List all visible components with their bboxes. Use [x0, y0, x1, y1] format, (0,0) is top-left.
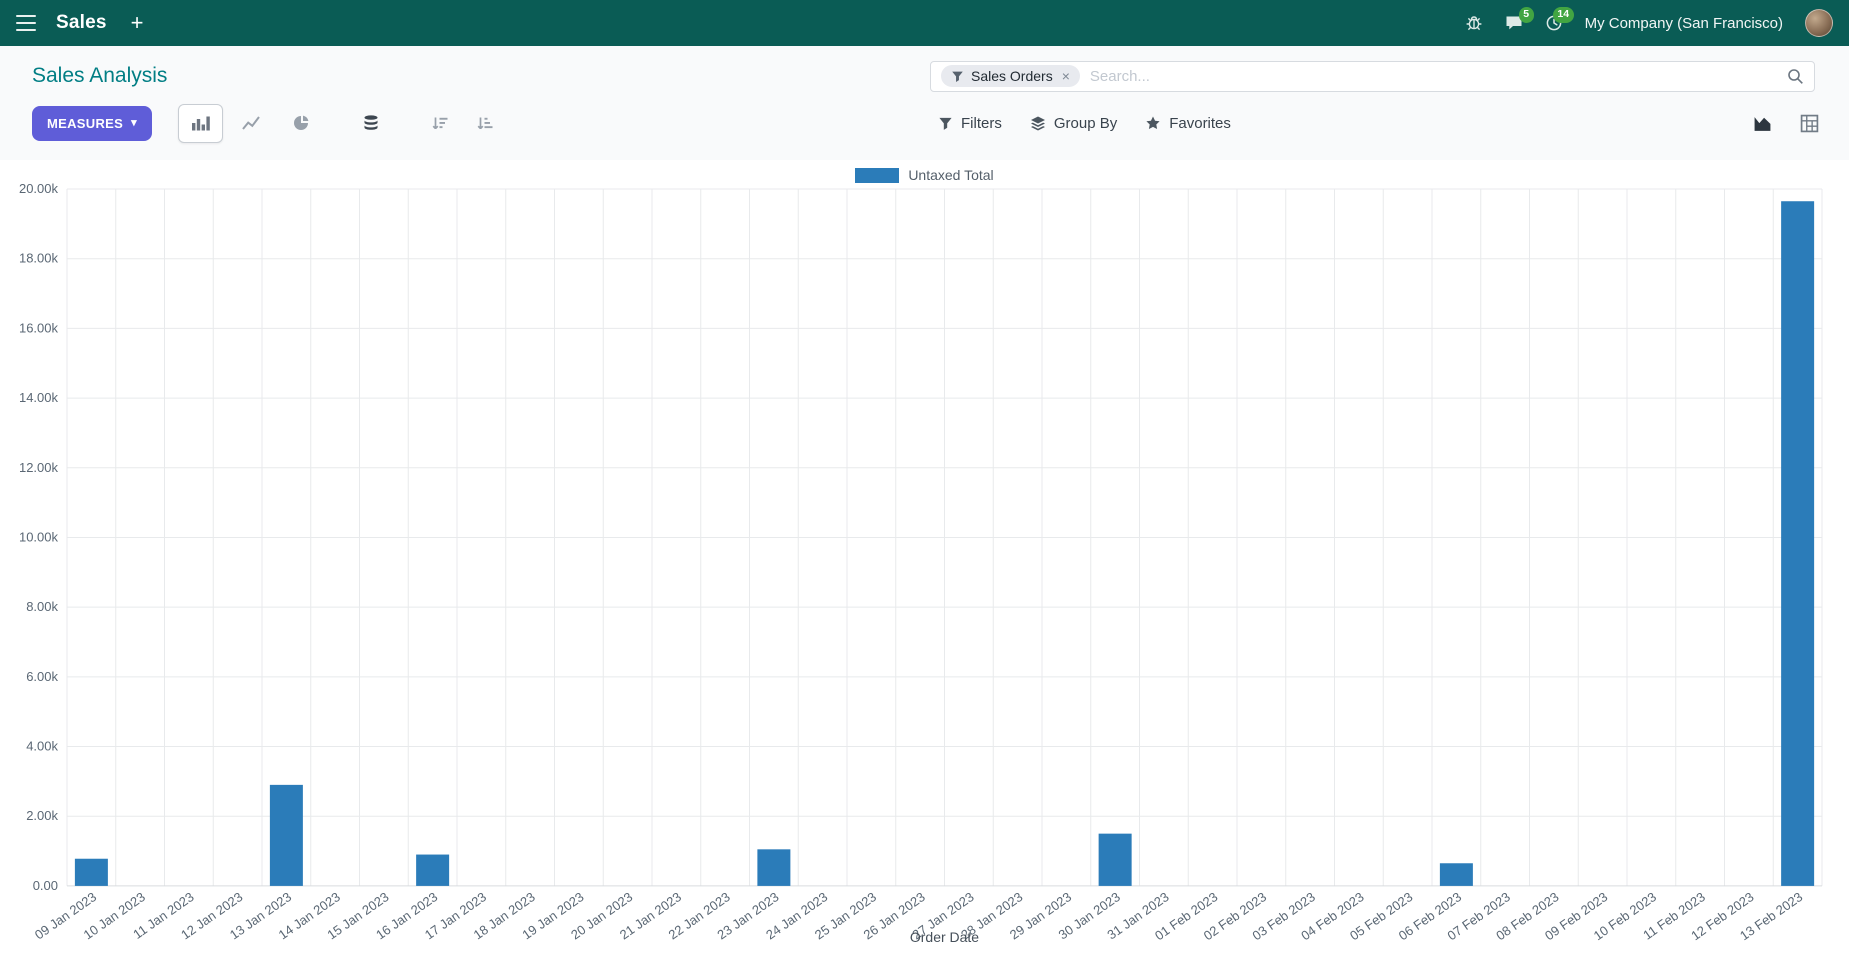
bar[interactable]	[757, 849, 791, 886]
chart-type-switcher	[177, 103, 325, 143]
search-icon[interactable]	[1787, 68, 1804, 85]
top-navbar: Sales + 5 14 My Company (San Francisco)	[0, 0, 1849, 46]
chart-area: Untaxed Total 0.00 2.00k 4.00k 6.00k 8.00k 10…	[0, 160, 1849, 958]
messages-icon[interactable]: 5	[1505, 7, 1534, 32]
bar[interactable]	[269, 784, 303, 886]
measures-button[interactable]: MEASURES ▾	[32, 105, 152, 141]
search-input[interactable]	[1089, 67, 1777, 85]
filters-button[interactable]: Filters	[938, 115, 1002, 132]
filter-funnel-icon	[951, 70, 964, 83]
group-by-label: Group By	[1053, 114, 1118, 132]
bar-chart-svg: 0.00 2.00k 4.00k 6.00k 8.00k 10.00k 12.00k 14.0…	[19, 181, 1823, 945]
pivot-table-icon	[1800, 114, 1819, 132]
sort-descending-icon	[433, 117, 448, 129]
svg-text:10.00k: 10.00k	[19, 529, 59, 544]
svg-text:14.00k: 14.00k	[19, 390, 59, 405]
sort-descending-button[interactable]	[418, 104, 463, 143]
measures-label: MEASURES	[47, 115, 124, 131]
page-title: Sales Analysis	[32, 64, 168, 87]
app-name[interactable]: Sales	[56, 12, 107, 33]
bar[interactable]	[1781, 201, 1815, 886]
messages-count-badge: 5	[1518, 7, 1534, 23]
pie-chart-icon	[294, 115, 309, 130]
bar-chart-icon	[191, 116, 210, 131]
stacked-toggle-button[interactable]	[349, 104, 394, 143]
svg-text:20.00k: 20.00k	[19, 181, 59, 196]
line-chart-type-button[interactable]	[229, 104, 274, 143]
pie-chart-type-button[interactable]	[280, 104, 325, 143]
svg-text:Order Date: Order Date	[910, 929, 979, 945]
control-panel: Sales Analysis Sales Orders ×	[0, 46, 1849, 160]
line-chart-icon	[242, 116, 261, 130]
bar[interactable]	[1098, 833, 1132, 886]
sort-ascending-icon	[478, 117, 493, 129]
area-chart-icon	[1754, 116, 1771, 131]
apps-menu-icon[interactable]	[16, 15, 36, 31]
activities-clock-icon[interactable]: 14	[1545, 7, 1574, 32]
bar[interactable]	[1439, 863, 1473, 886]
navbar-right: 5 14 My Company (San Francisco)	[1465, 7, 1833, 37]
filters-funnel-icon	[938, 116, 953, 131]
database-stack-icon	[364, 115, 378, 130]
user-avatar[interactable]	[1805, 9, 1833, 37]
bar-chart-type-button[interactable]	[177, 103, 223, 143]
control-panel-toolbar: MEASURES ▾	[16, 96, 1833, 150]
activities-count-badge: 14	[1552, 7, 1574, 23]
search-bar[interactable]: Sales Orders ×	[930, 60, 1815, 92]
chart-legend[interactable]: Untaxed Total	[0, 167, 1849, 183]
company-switcher[interactable]: My Company (San Francisco)	[1584, 14, 1783, 32]
star-icon	[1145, 115, 1161, 131]
group-by-button[interactable]: Group By	[1030, 115, 1117, 132]
bar[interactable]	[416, 854, 450, 886]
sort-ascending-button[interactable]	[463, 104, 508, 143]
debug-bug-icon[interactable]	[1465, 14, 1483, 32]
svg-text:18.00k: 18.00k	[19, 251, 59, 266]
search-facet-sales-orders[interactable]: Sales Orders ×	[941, 65, 1080, 87]
legend-label: Untaxed Total	[908, 167, 994, 183]
layers-icon	[1030, 115, 1046, 132]
svg-text:6.00k: 6.00k	[26, 669, 58, 684]
facet-remove-icon[interactable]: ×	[1061, 68, 1070, 84]
svg-text:16.00k: 16.00k	[19, 320, 59, 335]
graph-view-button[interactable]	[1753, 114, 1772, 133]
svg-text:12.00k: 12.00k	[19, 460, 59, 475]
navbar-left: Sales +	[16, 12, 148, 34]
favorites-button[interactable]: Favorites	[1145, 115, 1231, 132]
caret-down-icon: ▾	[131, 116, 137, 129]
legend-swatch	[855, 167, 900, 183]
favorites-label: Favorites	[1169, 114, 1231, 132]
bar[interactable]	[74, 858, 108, 886]
svg-text:0.00: 0.00	[33, 878, 58, 893]
svg-text:2.00k: 2.00k	[26, 808, 58, 823]
control-panel-top-row: Sales Analysis Sales Orders ×	[16, 56, 1833, 96]
pivot-view-button[interactable]	[1800, 114, 1819, 133]
search-options-group: Filters Group By Favorit	[938, 115, 1231, 132]
svg-text:8.00k: 8.00k	[26, 599, 58, 614]
new-window-button[interactable]: +	[127, 12, 148, 34]
filters-label: Filters	[961, 114, 1002, 132]
view-switcher	[1753, 114, 1819, 133]
search-facet-label: Sales Orders	[971, 68, 1053, 84]
svg-text:4.00k: 4.00k	[26, 739, 58, 754]
